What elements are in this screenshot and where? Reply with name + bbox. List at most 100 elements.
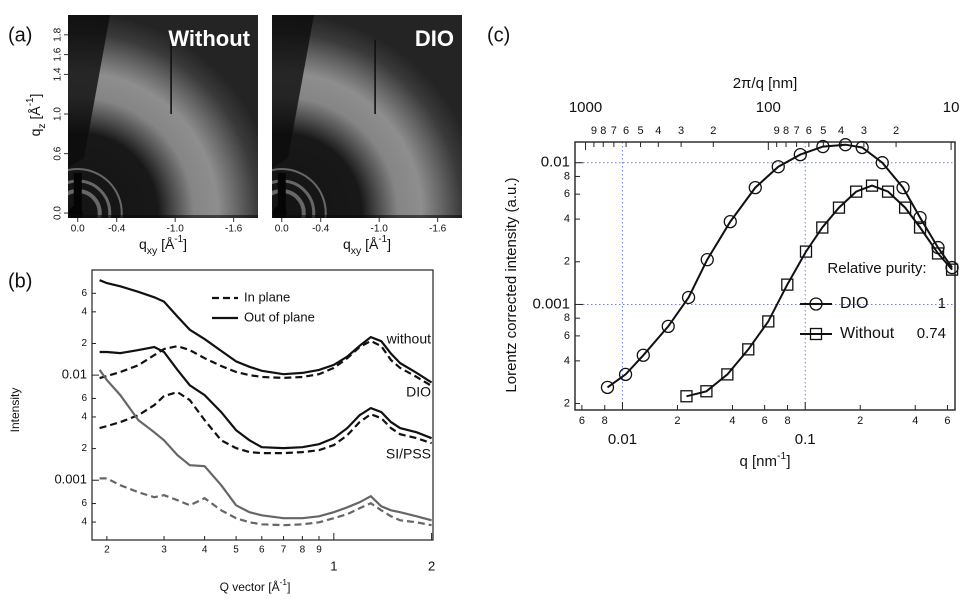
x2-tick-label: 7 xyxy=(794,125,800,137)
y-tick-label: 6 xyxy=(81,393,87,404)
marker xyxy=(913,210,927,225)
curve-label: DIO xyxy=(406,384,431,400)
marker xyxy=(855,140,869,155)
legend-label: Without xyxy=(840,325,895,342)
axis-label-part: 2π/q [nm] xyxy=(733,75,798,92)
marker xyxy=(896,180,910,195)
x-tick-label: -1.0 xyxy=(167,224,185,235)
curve-label: without xyxy=(386,331,431,347)
marker xyxy=(700,385,713,398)
y-tick-label: 2 xyxy=(564,397,570,409)
plot-frame xyxy=(91,269,434,541)
marker xyxy=(721,368,734,381)
x2-tick-label: 7 xyxy=(611,125,617,137)
detector-image xyxy=(68,15,258,218)
axis-label-part: Lorentz corrected intensity (a.u.) xyxy=(503,177,520,392)
panel-title: Without xyxy=(168,26,250,51)
fit-line xyxy=(686,184,953,398)
marker xyxy=(636,348,650,362)
x2-tick-label: 9 xyxy=(774,125,780,137)
axis-label-part: -1 xyxy=(777,450,786,462)
y-tick-label: 6 xyxy=(564,330,570,342)
axis-label-part: z xyxy=(36,123,48,128)
marker xyxy=(816,221,829,234)
marker xyxy=(771,160,785,174)
axis-label-part: -1 xyxy=(174,234,183,245)
marker xyxy=(875,156,889,170)
x-tick-label: -1.6 xyxy=(225,224,243,235)
axis-label: Intensity xyxy=(8,388,22,433)
axis-label: 2π/q [nm] xyxy=(733,75,798,92)
legend-label: In plane xyxy=(244,289,290,304)
detector-image xyxy=(272,15,462,218)
marker xyxy=(945,263,959,276)
image-shadow xyxy=(68,15,110,168)
x2-tick-label: 5 xyxy=(637,125,643,137)
y-tick-label: 6 xyxy=(564,188,570,200)
marker xyxy=(618,367,633,382)
x2-tick-label: 3 xyxy=(861,125,867,137)
image-shadow xyxy=(272,15,314,168)
marker xyxy=(781,278,794,291)
axis-label: Lorentz corrected intensity (a.u.) xyxy=(503,177,520,392)
x-tick-label: 8 xyxy=(300,545,306,556)
axis-label-part: [Å xyxy=(157,236,175,252)
marker xyxy=(809,327,823,341)
x-tick-label: 8 xyxy=(602,415,608,427)
marker xyxy=(748,180,762,195)
x-tick-label: -1.6 xyxy=(429,224,447,235)
x-tick-label: 6 xyxy=(762,415,768,427)
x-tick-label: 3 xyxy=(161,545,167,556)
axis-label-part: [Å xyxy=(361,236,379,252)
beamstop xyxy=(272,206,287,218)
x2-tick-label: 6 xyxy=(806,125,812,137)
data-line xyxy=(99,477,432,527)
legend-purity: 0.74 xyxy=(917,325,946,342)
marker xyxy=(661,319,675,334)
y-tick-label: 2 xyxy=(81,443,87,454)
marker xyxy=(723,214,737,229)
y-tick-label: 1.4 xyxy=(53,67,64,81)
marker xyxy=(881,185,895,198)
marker xyxy=(681,290,696,305)
axis-label-part: q xyxy=(27,129,43,137)
legend-title: Relative purity: xyxy=(827,260,926,277)
y-tick-label: 0.6 xyxy=(53,146,64,160)
legend-purity: 1 xyxy=(938,295,946,312)
axis-label-part: -1 xyxy=(280,577,288,587)
y-tick-label: 8 xyxy=(564,170,570,182)
axis-label-part: ] xyxy=(287,580,290,594)
axis-label-part: -1 xyxy=(378,234,387,245)
gap-line xyxy=(170,39,172,115)
axis-label-part: q [nm xyxy=(739,453,777,470)
x2-tick-label: 4 xyxy=(655,125,661,137)
data-line xyxy=(99,345,433,450)
gap-line xyxy=(374,39,376,115)
x-tick-label: 0.0 xyxy=(71,224,85,235)
x2-tick-label: 8 xyxy=(600,125,606,137)
axis-label: q [nm-1] xyxy=(739,450,790,470)
beamstop xyxy=(68,206,83,218)
x2-tick-label: 2 xyxy=(893,125,899,137)
axis-label-part: xy xyxy=(351,245,362,257)
curve-label: SI/PSS xyxy=(386,446,431,462)
axis-label-part: Q vector [Å xyxy=(220,579,280,594)
marker xyxy=(700,253,714,267)
axis-label-part: ] xyxy=(183,236,187,252)
marker xyxy=(865,179,879,192)
y-tick-label: 4 xyxy=(564,355,570,367)
data-line xyxy=(98,369,432,522)
data-line xyxy=(99,390,432,455)
x2-tick-label: 100 xyxy=(756,99,781,116)
x-tick-label: 0.0 xyxy=(275,224,289,235)
horizon xyxy=(68,215,258,218)
x2-tick-label: 9 xyxy=(591,125,597,137)
y-tick-label: 4 xyxy=(81,412,87,423)
y-tick-label: 1.6 xyxy=(53,47,64,61)
x-tick-label: 6 xyxy=(579,415,585,427)
x-tick-label: 0.01 xyxy=(608,431,637,448)
marker xyxy=(600,380,615,395)
panel-label: (a) xyxy=(8,24,32,46)
x-tick-label: 0.1 xyxy=(795,431,816,448)
plot-frame xyxy=(574,141,956,411)
